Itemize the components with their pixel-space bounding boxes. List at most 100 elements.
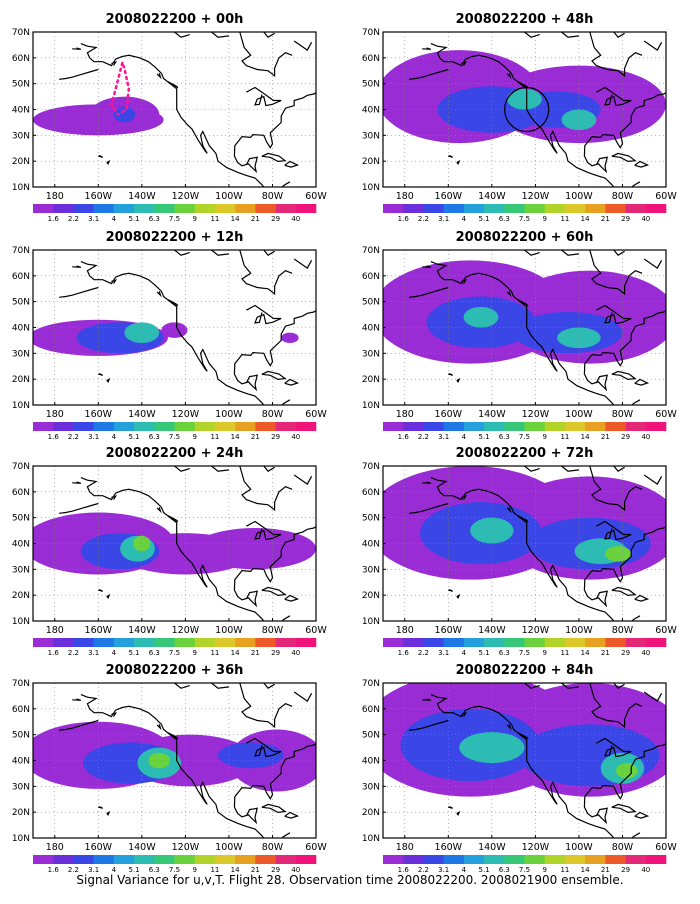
map-panel: 2008022200 + 72h 10N 20N 30N 40N 50N 60N 70N 180… — [362, 446, 678, 657]
y-tick-label: 40N — [12, 757, 30, 767]
x-tick-label: 60W — [655, 191, 677, 202]
colorbar-label: 9 — [192, 215, 196, 223]
x-tick-label: 180 — [396, 409, 414, 420]
colorbar-label: 29 — [621, 649, 630, 657]
colorbar-swatch — [625, 638, 647, 647]
y-tick-label: 30N — [12, 349, 30, 359]
colorbar-label: 21 — [601, 649, 610, 657]
map-panel: 2008022200 + 24h 10N 20N 30N 40N 50N 60N 70N 180… — [12, 446, 328, 657]
coastline-island — [611, 586, 637, 597]
coastline-hudson-bay — [589, 466, 643, 512]
coastline-atlantic — [233, 743, 316, 825]
colorbar-swatch — [544, 204, 566, 213]
coastline-island — [422, 47, 432, 50]
colorbar-swatch — [484, 204, 505, 213]
coastline-island — [106, 810, 111, 816]
coastline-arctic — [524, 32, 540, 38]
colorbar-label: 40 — [641, 433, 650, 441]
y-tick-label: 10N — [362, 183, 380, 193]
coastline-great-lakes — [246, 737, 282, 758]
colorbar-swatch — [174, 638, 196, 647]
colorbar-label: 4 — [462, 649, 467, 657]
colorbar-swatch — [443, 855, 465, 864]
colorbar-swatch — [423, 204, 444, 213]
colorbar-label: 11 — [210, 866, 219, 874]
y-tick-label: 70N — [12, 462, 30, 472]
colorbar-swatch — [625, 204, 647, 213]
y-tick-label: 40N — [12, 106, 30, 116]
coastline-island — [422, 265, 432, 268]
y-tick-label: 60N — [12, 705, 30, 715]
colorbar-label: 2.2 — [418, 433, 429, 441]
x-tick-label: 120W — [522, 625, 550, 636]
y-tick-label: 30N — [362, 782, 380, 792]
colorbar-label: 2.2 — [68, 649, 79, 657]
coastline-arctic — [174, 32, 190, 38]
coastline-arctic — [561, 32, 579, 38]
panel-title: 2008022200 + 36h — [106, 663, 244, 678]
colorbar-swatch — [504, 638, 525, 647]
colorbar-swatch — [443, 204, 465, 213]
colorbar-swatch — [524, 855, 546, 864]
map-panel: 2008022200 + 60h 10N 20N 30N 40N 50N 60N 70N 180… — [362, 230, 678, 441]
colorbar-label: 6.3 — [149, 649, 160, 657]
coastline-island — [409, 68, 449, 80]
variance-contour — [507, 88, 542, 110]
coastline-island — [634, 378, 650, 386]
x-tick-label: 120W — [172, 191, 200, 202]
colorbar-label: 4 — [112, 649, 117, 657]
variance-field — [383, 466, 666, 580]
coastline-arctic — [613, 32, 625, 38]
y-tick-label: 30N — [12, 565, 30, 575]
y-tick-label: 40N — [362, 106, 380, 116]
colorbar-label: 29 — [271, 866, 280, 874]
coastline-arctic — [561, 683, 579, 689]
coastline-island — [611, 370, 637, 381]
coastline-island — [106, 593, 111, 599]
coastlines — [59, 466, 316, 621]
colorbar-swatch — [564, 855, 586, 864]
colorbar-label: 21 — [251, 866, 260, 874]
coastline-island — [72, 47, 82, 50]
colorbar-label: 3.1 — [88, 649, 99, 657]
map-panel: 2008022200 + 00h 10N 20N 30N 40N 50N 60N 70N 180… — [12, 12, 328, 223]
y-tick-label: 60N — [362, 488, 380, 498]
y-tick-label: 30N — [362, 131, 380, 141]
coastline-island — [59, 502, 99, 514]
colorbar-swatch — [214, 638, 236, 647]
coastline-arctic — [561, 466, 579, 472]
variance-contour — [161, 322, 188, 338]
y-tick-label: 10N — [12, 834, 30, 844]
y-tick-label: 60N — [12, 272, 30, 282]
coastline-island — [72, 481, 82, 484]
coastline-island — [167, 299, 179, 307]
colorbar-swatch — [255, 855, 276, 864]
x-tick-label: 140W — [128, 191, 156, 202]
colorbar-label: 5.1 — [129, 866, 140, 874]
colorbar-swatch — [235, 204, 256, 213]
x-tick-label: 180 — [46, 842, 64, 853]
colorbar-label: 4 — [112, 866, 117, 874]
coastline-hudson-bay — [589, 683, 643, 729]
colorbar-label: 29 — [621, 215, 630, 223]
colorbar-swatch — [255, 638, 276, 647]
y-tick-label: 30N — [362, 565, 380, 575]
x-tick-label: 160W — [435, 191, 463, 202]
coastline-arctic — [524, 683, 540, 689]
colorbar-swatch — [403, 638, 424, 647]
colorbar-swatch — [383, 204, 404, 213]
colorbar-label: 3.1 — [438, 866, 449, 874]
coastline-pacific — [430, 261, 641, 405]
coastline-arctic — [561, 250, 579, 256]
coastline-atlantic — [583, 92, 666, 174]
colorbar-label: 7.5 — [519, 215, 530, 223]
colorbar-swatch — [194, 422, 216, 431]
coastline-island — [611, 803, 637, 814]
colorbar-swatch — [504, 422, 525, 431]
coastline-island — [167, 515, 179, 523]
x-tick-label: 140W — [478, 625, 506, 636]
colorbar-swatch — [423, 422, 444, 431]
y-tick-label: 70N — [362, 462, 380, 472]
coastline-island — [284, 160, 300, 168]
coastline-island — [156, 507, 162, 514]
